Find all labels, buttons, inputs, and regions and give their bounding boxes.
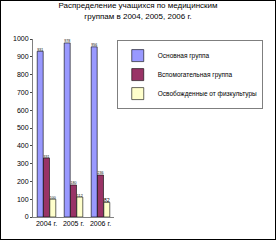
svg-text:700: 700: [17, 89, 29, 96]
svg-text:931: 931: [37, 48, 43, 52]
svg-text:600: 600: [17, 107, 29, 114]
svg-text:1000: 1000: [13, 35, 29, 42]
svg-text:2004 г.: 2004 г.: [36, 220, 57, 227]
svg-text:100: 100: [50, 196, 56, 200]
svg-text:Освобожденные от физкультуры: Освобожденные от физкультуры: [158, 90, 257, 98]
svg-text:978: 978: [64, 39, 70, 43]
svg-text:100: 100: [17, 196, 29, 203]
svg-text:331: 331: [44, 155, 50, 159]
svg-text:500: 500: [17, 124, 29, 131]
svg-text:0: 0: [25, 213, 29, 220]
svg-text:800: 800: [17, 71, 29, 78]
svg-text:Распределение учащихся по меди: Распределение учащихся по медицинскимгру…: [58, 1, 217, 20]
svg-text:400: 400: [17, 142, 29, 149]
svg-text:180: 180: [71, 181, 77, 185]
svg-text:Основная группа: Основная группа: [158, 52, 210, 60]
svg-text:2005 г.: 2005 г.: [63, 220, 84, 227]
svg-text:236: 236: [98, 171, 104, 175]
svg-text:2006 г.: 2006 г.: [90, 220, 111, 227]
svg-text:300: 300: [17, 160, 29, 167]
svg-text:112: 112: [77, 194, 83, 198]
svg-text:900: 900: [17, 53, 29, 60]
svg-text:Вспомогательная группа: Вспомогательная группа: [158, 71, 233, 79]
svg-text:956: 956: [91, 43, 97, 47]
svg-text:200: 200: [17, 178, 29, 185]
svg-text:82: 82: [104, 197, 110, 203]
